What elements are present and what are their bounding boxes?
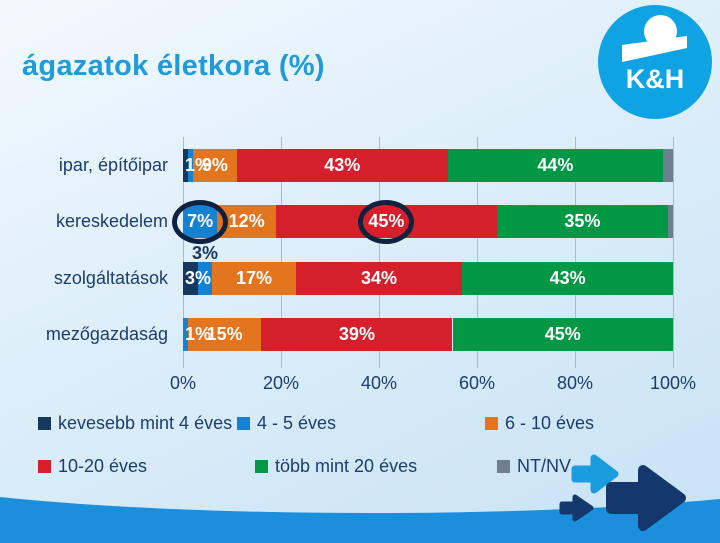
legend-swatch bbox=[497, 460, 510, 473]
logo-head-icon bbox=[644, 15, 677, 48]
plot-area: 1% 9% 43% 44% 7% 12% 45% 35% 3% 17% 34% 43% 1% 15% 39%… bbox=[172, 137, 674, 368]
legend-label: 6 - 10 éves bbox=[505, 413, 595, 433]
bar-segment: 1% bbox=[183, 149, 211, 182]
bar-segment-label: 43% bbox=[549, 268, 586, 288]
bar-segment bbox=[663, 149, 673, 182]
x-tick-label: 40% bbox=[360, 373, 398, 393]
callout-label: 3% bbox=[192, 243, 219, 263]
bar-segment-label: 1% bbox=[185, 155, 212, 175]
bar-segment-label: 1% bbox=[185, 324, 212, 344]
legend-swatch bbox=[38, 460, 51, 473]
legend-item: 4 - 5 éves bbox=[237, 413, 336, 434]
x-tick-label: 20% bbox=[262, 373, 300, 393]
gridline bbox=[281, 137, 282, 368]
legend-swatch bbox=[255, 460, 268, 473]
legend-swatch bbox=[485, 417, 498, 430]
bottom-wave bbox=[0, 497, 720, 543]
bar-segment: 39% bbox=[261, 318, 453, 351]
kh-logo: K&H bbox=[598, 5, 712, 119]
bar-segment: 34% bbox=[295, 262, 463, 295]
logo-text: K&H bbox=[625, 64, 685, 94]
bar-segment-label: 35% bbox=[564, 211, 601, 231]
x-tick-label: 100% bbox=[649, 373, 697, 393]
legend-label: kevesebb mint 4 éves bbox=[58, 413, 233, 433]
x-tick-label: 0% bbox=[169, 373, 197, 393]
arrow-large-dark-icon bbox=[606, 465, 686, 531]
legend-item: több mint 20 éves bbox=[255, 456, 417, 477]
arrow-light-blue-icon bbox=[571, 454, 619, 494]
legend-item: kevesebb mint 4 éves bbox=[38, 413, 232, 434]
legend-swatch bbox=[38, 417, 51, 430]
bar-segment bbox=[187, 149, 193, 182]
bar-segment: 45% bbox=[452, 318, 673, 351]
gridline bbox=[379, 137, 380, 368]
bar-segment: 1% bbox=[183, 318, 211, 351]
circle-annotation bbox=[358, 199, 415, 244]
gridline bbox=[575, 137, 576, 368]
bar-segment bbox=[197, 262, 213, 295]
arrows-graphic bbox=[559, 454, 686, 531]
bar-segment: 3% bbox=[183, 262, 211, 295]
legend-item: 6 - 10 éves bbox=[485, 413, 594, 434]
gridline bbox=[477, 137, 478, 368]
bar-row: 3% 17% 34% 43% bbox=[183, 262, 673, 295]
bar-segment-label: 39% bbox=[338, 324, 375, 344]
bar-segment-label: 45% bbox=[544, 324, 581, 344]
category-label: kereskedelem bbox=[55, 211, 168, 231]
gridline bbox=[183, 137, 184, 368]
gridline bbox=[673, 137, 674, 368]
bar-segment: 17% bbox=[212, 262, 296, 295]
bar-segment: 43% bbox=[462, 262, 673, 295]
category-label: mezőgazdaság bbox=[45, 324, 168, 344]
bar-segment: 44% bbox=[447, 149, 664, 182]
category-label: ipar, építőipar bbox=[58, 155, 168, 175]
bar-row: 1% 9% 43% 44% bbox=[183, 149, 673, 182]
bar-segment-label: 12% bbox=[228, 211, 265, 231]
bar-segment-label: 15% bbox=[206, 324, 243, 344]
bar-row: 7% 12% 45% 35% bbox=[183, 205, 673, 238]
bar-row: 1% 15% 39% 45% bbox=[183, 318, 673, 351]
legend-item: 10-20 éves bbox=[38, 456, 147, 477]
bar-segment-label: 44% bbox=[537, 155, 574, 175]
legend-label: 10-20 éves bbox=[58, 456, 148, 476]
category-labels: ipar, építőipar kereskedelem szolgáltatáso… bbox=[0, 137, 174, 368]
bar-segment-label: 34% bbox=[360, 268, 397, 288]
bar-segment-label: 43% bbox=[324, 155, 361, 175]
x-tick-label: 80% bbox=[556, 373, 594, 393]
legend-label: több mint 20 éves bbox=[275, 456, 418, 476]
bar-segment-label: 17% bbox=[236, 268, 273, 288]
bar-segment: 35% bbox=[496, 205, 669, 238]
x-axis: 0% 20% 40% 60% 80% 100% bbox=[170, 373, 696, 397]
circle-annotation bbox=[172, 199, 229, 244]
page-title: ágazatok életkora (%) bbox=[22, 50, 325, 82]
legend-label: 4 - 5 éves bbox=[257, 413, 337, 433]
category-label: szolgáltatások bbox=[53, 268, 168, 288]
legend-swatch bbox=[237, 417, 250, 430]
arrow-small-dark-icon bbox=[559, 494, 594, 522]
bar-segment-label: 3% bbox=[185, 268, 212, 288]
x-tick-label: 60% bbox=[458, 373, 496, 393]
bar-segment: 43% bbox=[236, 149, 448, 182]
bar-segment: 15% bbox=[187, 318, 262, 351]
bar-segment bbox=[668, 205, 673, 238]
bar-segment: 9% bbox=[192, 149, 237, 182]
bar-segment-label: 9% bbox=[201, 155, 228, 175]
